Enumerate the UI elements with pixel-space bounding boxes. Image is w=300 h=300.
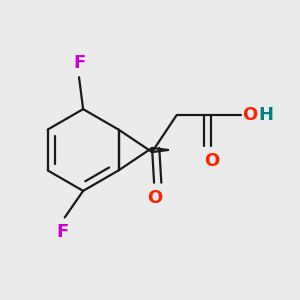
Text: O: O: [204, 152, 219, 170]
Text: O: O: [242, 106, 257, 124]
Text: F: F: [73, 54, 85, 72]
Text: O: O: [148, 189, 163, 207]
Text: F: F: [57, 223, 69, 241]
Text: H: H: [259, 106, 274, 124]
